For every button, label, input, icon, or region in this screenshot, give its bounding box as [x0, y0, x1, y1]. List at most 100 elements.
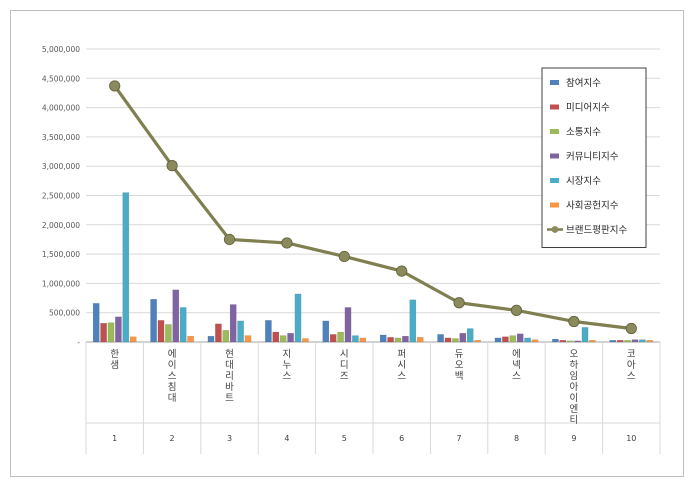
rank-label: 2: [170, 434, 175, 443]
chart-frame: 5,000,000 4,500,000 4,000,000 3,500,000 3,00…: [10, 10, 684, 477]
bar: [115, 316, 122, 343]
line-point: [223, 233, 236, 246]
rank-label: 6: [399, 434, 404, 443]
x-axis: 한 샘 1 에 이 스 침 대 2 현 대 리 바 트 3 지 누 스 4 시 디 즈 5 퍼 시 스 6 듀 오 백 7 에 넥 스 8 오 하 임 아 이…: [85, 342, 661, 454]
bar: [552, 338, 559, 343]
y-axis: 5,000,000 4,500,000 4,000,000 3,500,000 3,00…: [42, 45, 80, 347]
bar: [466, 328, 474, 343]
bar: [409, 299, 417, 343]
bar: [244, 335, 252, 343]
line-point: [281, 237, 293, 249]
y-tick-label: 1,000,000: [42, 279, 80, 288]
legend-label: 시장지수: [566, 176, 601, 187]
y-tick-label: 2,500,000: [42, 192, 80, 201]
bar: [531, 339, 539, 343]
bar: [322, 320, 330, 343]
bar: [302, 338, 309, 343]
line-point: [338, 250, 350, 263]
bar: [437, 334, 444, 343]
y-tick-label: 5,000,000: [42, 45, 80, 54]
bar: [574, 340, 581, 343]
bar: [394, 337, 402, 343]
bar: [129, 336, 137, 343]
bar: [589, 339, 596, 343]
bar: [150, 298, 157, 343]
line-point: [109, 80, 121, 92]
rank-label: 3: [227, 434, 232, 443]
bars: [92, 192, 654, 343]
line-point: [510, 304, 523, 316]
bar: [107, 322, 115, 343]
line-series: [113, 84, 632, 331]
line-point: [625, 322, 637, 335]
bar: [157, 320, 165, 343]
y-tick-label: 4,000,000: [42, 104, 80, 113]
total-line: [109, 80, 637, 335]
legend-label: 미디어지수: [566, 103, 610, 114]
bar: [616, 339, 624, 343]
bar: [444, 337, 452, 343]
bar: [265, 320, 272, 343]
bar: [566, 340, 574, 343]
bar: [639, 339, 646, 343]
bar: [509, 335, 517, 343]
bar: [165, 324, 172, 343]
bar: [272, 331, 280, 343]
rank-label: 7: [457, 434, 462, 443]
legend-marker: [551, 226, 559, 233]
legend-label: 커뮤니티지수: [566, 152, 619, 163]
y-tick-label: 500,000: [49, 309, 80, 318]
bar: [474, 339, 481, 343]
bar: [352, 335, 359, 343]
bar: [502, 336, 509, 343]
bar: [279, 335, 287, 343]
bar: [402, 335, 409, 343]
bar: [287, 332, 294, 343]
bar: [122, 192, 130, 343]
brand-reputation-chart: 5,000,000 4,500,000 4,000,000 3,500,000 3,00…: [42, 45, 661, 454]
rank-label: 9: [571, 434, 576, 443]
line-point: [166, 160, 178, 172]
bar: [416, 337, 424, 343]
line-point: [568, 315, 580, 328]
legend-label: 참여지수: [566, 77, 601, 89]
bar: [229, 304, 237, 343]
bar: [387, 337, 394, 343]
y-tick-label: 2,000,000: [42, 221, 80, 230]
rank-label: 5: [342, 434, 347, 443]
legend-label: 소통지수: [566, 127, 601, 138]
bar: [581, 327, 589, 343]
bar: [344, 307, 352, 343]
legend-swatch: [550, 153, 559, 159]
y-tick-label: 1,500,000: [42, 250, 80, 259]
bar: [494, 337, 502, 343]
line-point: [396, 265, 408, 277]
bar: [179, 307, 187, 343]
bar: [222, 330, 230, 343]
rank-label: 4: [284, 434, 289, 443]
legend-swatch: [550, 80, 559, 85]
legend-label: 사회공헌지수: [566, 201, 619, 212]
bar: [187, 335, 194, 343]
y-tick-label: 3,000,000: [42, 162, 80, 171]
bar: [207, 335, 215, 343]
bar: [237, 320, 244, 343]
rank-label: 10: [626, 434, 636, 443]
bar: [294, 293, 302, 343]
bar: [379, 334, 387, 343]
bar: [172, 289, 180, 343]
bar: [100, 322, 107, 343]
bar: [624, 339, 631, 343]
y-tick-label: -: [77, 338, 80, 347]
bar: [459, 332, 467, 343]
y-tick-label: 4,500,000: [42, 74, 80, 83]
legend-swatch: [550, 202, 559, 208]
rank-label: 1: [112, 434, 117, 443]
